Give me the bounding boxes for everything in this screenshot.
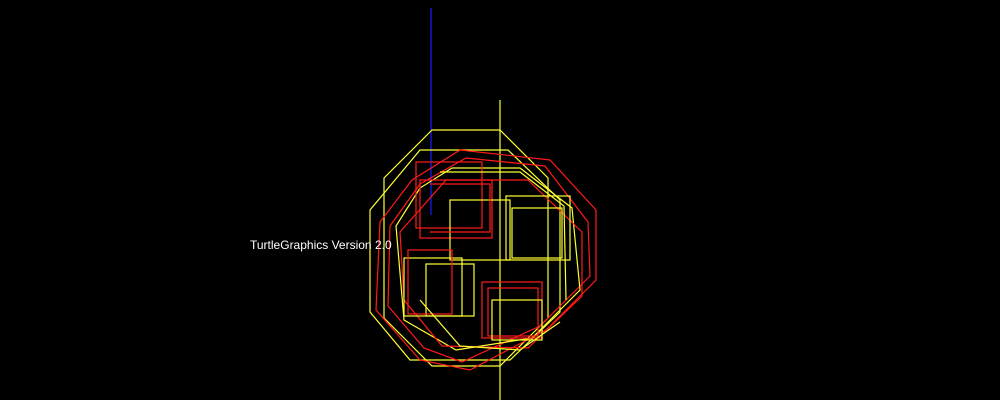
octagon-red-inner bbox=[387, 157, 591, 363]
zigzag-yellow-bottom bbox=[419, 299, 561, 351]
zigzag-red-lines bbox=[430, 183, 491, 233]
square-red-left bbox=[407, 249, 453, 315]
square-red-top-left-2 bbox=[419, 179, 493, 239]
octagon-red-mid bbox=[399, 179, 583, 349]
octagon-red-outer bbox=[375, 149, 597, 371]
square-yellow-left-inner bbox=[425, 263, 475, 317]
zigzag-yellow-lines bbox=[440, 171, 567, 301]
square-yellow-top-right bbox=[505, 195, 571, 261]
square-yellow-bottom bbox=[491, 299, 543, 341]
octagon-yellow-mid bbox=[395, 167, 581, 351]
octagon-yellow-outer bbox=[383, 129, 549, 367]
square-yellow-left bbox=[403, 257, 463, 317]
square-red-bottom-inner bbox=[487, 287, 539, 337]
version-label: TurtleGraphics Version 2.0 bbox=[250, 238, 392, 252]
square-yellow-top-center bbox=[449, 199, 511, 261]
octagon-yellow-inner bbox=[369, 149, 561, 361]
square-red-top-left bbox=[415, 161, 483, 229]
square-yellow-top-right-inner bbox=[511, 207, 563, 259]
